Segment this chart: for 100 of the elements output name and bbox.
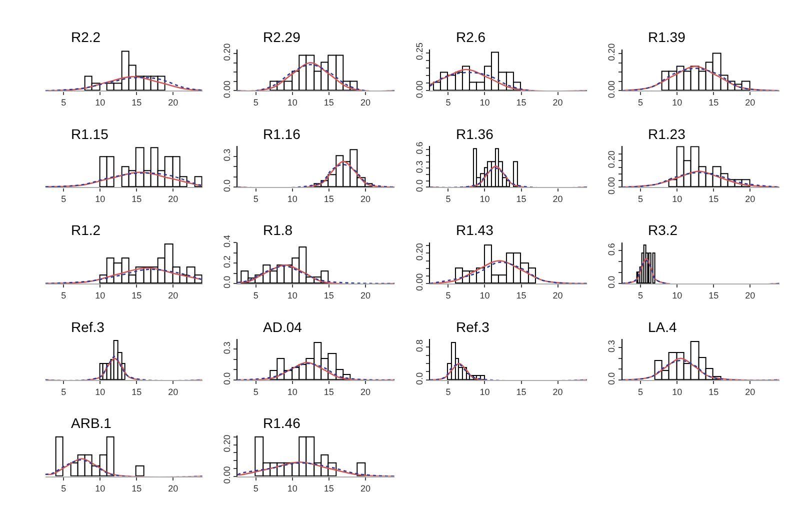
x-tick-label: 20 (360, 98, 370, 108)
y-tick-label: 0.00 (606, 176, 617, 195)
x-tick-label: 15 (324, 483, 334, 494)
x-tick-label: 5 (446, 386, 451, 397)
y-tick-label: 0.3 (414, 160, 424, 174)
chart-title: R2.29 (263, 29, 301, 45)
y-tick-label: 0.0 (414, 372, 424, 385)
x-tick-label: 15 (708, 386, 719, 397)
x-tick-label: 10 (95, 483, 106, 494)
x-tick-label: 5 (61, 290, 66, 300)
x-tick-label: 20 (552, 98, 563, 108)
x-tick-label: 10 (480, 386, 490, 397)
x-tick-label: 20 (360, 194, 370, 204)
x-tick-label: 10 (287, 194, 298, 204)
x-tick-label: 20 (168, 483, 178, 494)
x-tick-label: 20 (168, 290, 178, 300)
x-tick-label: 20 (360, 290, 370, 300)
x-tick-label: 20 (745, 290, 756, 300)
chart-title: R1.8 (263, 222, 293, 238)
x-tick-label: 15 (132, 98, 142, 108)
x-tick-label: 15 (132, 290, 142, 300)
x-tick-label: 10 (672, 290, 682, 300)
y-tick-label: 0.00 (606, 80, 617, 98)
chart-title: R1.15 (71, 126, 109, 142)
y-tick-label: 0.3 (222, 342, 232, 354)
x-tick-label: 15 (132, 194, 142, 204)
x-tick-label: 5 (638, 194, 644, 204)
chart-title: R1.36 (456, 126, 494, 142)
x-tick-label: 15 (708, 290, 719, 300)
x-tick-label: 5 (638, 386, 644, 397)
x-tick-label: 20 (168, 98, 178, 108)
chart-title: Ref.3 (71, 319, 105, 335)
x-tick-label: 10 (287, 98, 298, 108)
x-tick-label: 15 (324, 98, 334, 108)
chart-title: R2.6 (456, 29, 486, 45)
chart-title: R1.46 (263, 415, 301, 431)
x-tick-label: 10 (287, 290, 298, 300)
y-tick-label: 0.20 (606, 150, 617, 168)
chart-title: R1.23 (648, 126, 686, 142)
x-tick-label: 5 (61, 386, 66, 397)
chart-title: LA.4 (648, 319, 678, 335)
x-tick-label: 10 (480, 290, 490, 300)
x-tick-label: 10 (95, 194, 106, 204)
y-tick-label: 0.0 (222, 372, 232, 385)
x-tick-label: 20 (552, 386, 563, 397)
y-tick-label: 0.6 (414, 142, 424, 154)
y-tick-label: 0.3 (222, 148, 232, 162)
y-tick-label: 0.0 (222, 276, 232, 288)
x-tick-label: 10 (95, 98, 106, 108)
x-tick-label: 20 (360, 386, 370, 397)
x-tick-label: 5 (638, 98, 644, 108)
x-tick-label: 15 (516, 386, 526, 397)
x-tick-label: 15 (516, 98, 526, 108)
x-tick-label: 15 (324, 386, 334, 397)
chart-title: Ref.3 (456, 319, 490, 335)
x-tick-label: 10 (95, 386, 106, 397)
x-tick-label: 5 (446, 290, 451, 300)
y-tick-label: 0.00 (414, 80, 424, 98)
y-tick-label: 0.8 (414, 340, 424, 352)
x-tick-label: 5 (446, 98, 451, 108)
chart-title: R2.2 (71, 29, 101, 45)
x-tick-label: 5 (253, 194, 258, 204)
x-tick-label: 20 (552, 194, 563, 204)
x-tick-label: 5 (61, 194, 66, 204)
x-tick-label: 20 (745, 386, 756, 397)
x-tick-label: 5 (638, 290, 644, 300)
x-tick-label: 15 (324, 194, 334, 204)
y-tick-label: 0.20 (414, 243, 424, 261)
x-tick-label: 15 (132, 483, 142, 494)
x-tick-label: 10 (672, 98, 682, 108)
x-tick-label: 10 (672, 194, 682, 204)
y-tick-label: 0.0 (414, 180, 424, 192)
x-tick-label: 20 (552, 290, 563, 300)
chart-title: R3.2 (648, 222, 678, 238)
x-tick-label: 10 (480, 98, 490, 108)
x-tick-label: 20 (168, 194, 178, 204)
x-tick-label: 10 (287, 386, 298, 397)
chart-title: AD.04 (263, 319, 302, 335)
x-tick-label: 5 (253, 98, 258, 108)
y-tick-label: 0.0 (606, 372, 617, 385)
chart-title: R1.16 (263, 126, 301, 142)
x-tick-label: 10 (672, 386, 682, 397)
x-tick-label: 15 (708, 194, 719, 204)
x-tick-label: 20 (745, 194, 756, 204)
x-tick-label: 5 (253, 386, 258, 397)
y-tick-label: 0.00 (222, 80, 232, 98)
x-tick-label: 15 (132, 386, 142, 397)
x-tick-label: 20 (745, 98, 756, 108)
y-tick-label: 0.20 (606, 43, 617, 61)
y-tick-label: 0.0 (606, 276, 617, 288)
y-tick-label: 0.00 (222, 466, 232, 484)
x-tick-label: 15 (516, 290, 526, 300)
y-tick-label: 0.3 (606, 340, 617, 352)
x-tick-label: 10 (95, 290, 106, 300)
y-tick-label: 0.00 (414, 273, 424, 291)
x-tick-label: 20 (360, 483, 370, 494)
y-tick-label: 0.25 (414, 42, 424, 60)
y-tick-label: 0.20 (222, 434, 232, 452)
y-tick-label: 0.0 (222, 180, 232, 192)
x-tick-label: 15 (708, 98, 719, 108)
